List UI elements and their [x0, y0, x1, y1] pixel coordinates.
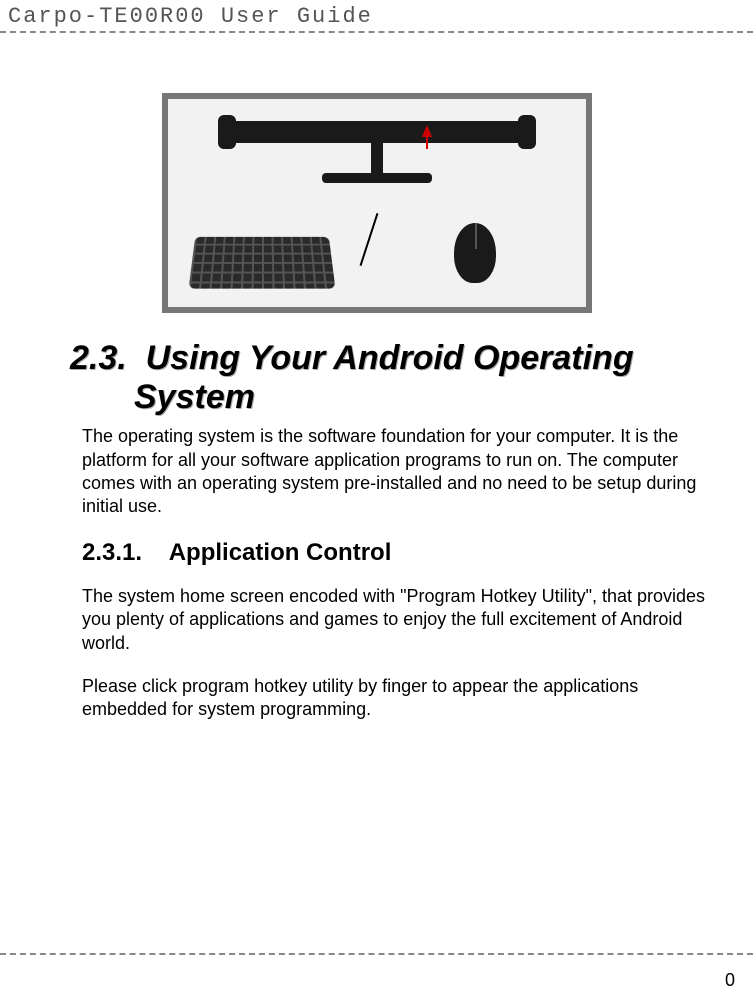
section-title: Using Your Android Operating System: [134, 339, 634, 416]
keyboard-icon: [188, 237, 335, 289]
page-number: 0: [725, 970, 735, 991]
mouse-icon: [454, 223, 496, 283]
document-header-title: Carpo-TE00R00 User Guide: [0, 0, 753, 31]
section-heading: 2.3. Using Your Android Operating System: [70, 339, 723, 417]
page: Carpo-TE00R00 User Guide 2.3. Using Your…: [0, 0, 753, 1005]
footer-rule: [0, 953, 753, 955]
monitor-stand-icon: [217, 121, 537, 181]
content-area: 2.3. Using Your Android Operating System…: [0, 313, 753, 722]
section-intro: The operating system is the software fou…: [70, 425, 723, 519]
section-number: 2.3.: [70, 339, 127, 377]
divider-slash: [359, 213, 378, 266]
figure-container: [0, 93, 753, 313]
subsection-paragraph-2: Please click program hotkey utility by f…: [70, 675, 723, 722]
arrow-shaft: [426, 135, 428, 149]
subsection-title: Application Control: [169, 539, 392, 566]
subsection-heading: 2.3.1. Application Control: [82, 539, 723, 567]
subsection-number: 2.3.1.: [82, 539, 142, 566]
subsection-paragraph-1: The system home screen encoded with "Pro…: [70, 585, 723, 655]
header-rule: [0, 31, 753, 33]
peripherals-illustration: [162, 93, 592, 313]
